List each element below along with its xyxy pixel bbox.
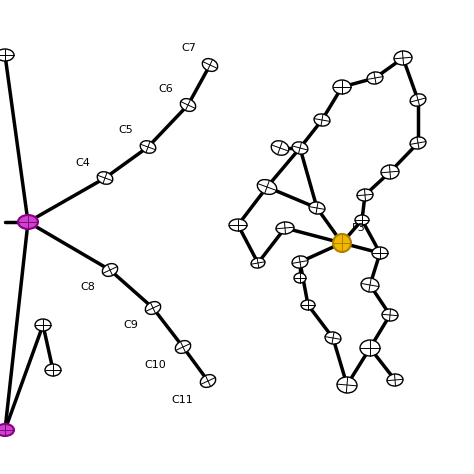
Ellipse shape: [361, 278, 379, 292]
Ellipse shape: [271, 141, 289, 155]
Ellipse shape: [292, 256, 308, 268]
Text: C4: C4: [75, 158, 90, 168]
Text: C5: C5: [118, 125, 133, 135]
Ellipse shape: [0, 424, 14, 436]
Ellipse shape: [367, 72, 383, 84]
Text: C11: C11: [171, 395, 193, 405]
Ellipse shape: [314, 114, 330, 126]
Ellipse shape: [257, 180, 277, 194]
Ellipse shape: [201, 374, 216, 387]
Text: C6: C6: [158, 84, 173, 94]
Ellipse shape: [394, 51, 412, 65]
Ellipse shape: [355, 215, 369, 225]
Ellipse shape: [140, 141, 156, 153]
Ellipse shape: [337, 377, 357, 393]
Ellipse shape: [180, 99, 196, 111]
Ellipse shape: [381, 165, 399, 179]
Ellipse shape: [382, 309, 398, 321]
Text: C8: C8: [80, 282, 95, 292]
Ellipse shape: [0, 49, 14, 61]
Ellipse shape: [229, 219, 247, 231]
Ellipse shape: [410, 94, 426, 106]
Ellipse shape: [35, 319, 51, 331]
Ellipse shape: [146, 301, 161, 314]
Ellipse shape: [251, 258, 265, 268]
Ellipse shape: [294, 273, 306, 283]
Text: P3: P3: [352, 223, 366, 233]
Ellipse shape: [45, 364, 61, 376]
Text: C7: C7: [181, 43, 196, 53]
Ellipse shape: [292, 142, 308, 154]
Ellipse shape: [325, 332, 341, 344]
Ellipse shape: [333, 234, 351, 252]
Ellipse shape: [175, 341, 191, 354]
Ellipse shape: [410, 137, 426, 149]
Ellipse shape: [333, 80, 351, 94]
Ellipse shape: [357, 189, 373, 201]
Ellipse shape: [372, 247, 388, 259]
Ellipse shape: [202, 59, 218, 72]
Ellipse shape: [360, 340, 380, 356]
Ellipse shape: [309, 202, 325, 214]
Ellipse shape: [18, 215, 38, 229]
Ellipse shape: [276, 222, 294, 234]
Text: C9: C9: [123, 320, 138, 330]
Text: C10: C10: [144, 360, 166, 370]
Ellipse shape: [387, 374, 403, 386]
Ellipse shape: [301, 300, 315, 310]
Ellipse shape: [97, 172, 113, 184]
Ellipse shape: [102, 264, 118, 276]
